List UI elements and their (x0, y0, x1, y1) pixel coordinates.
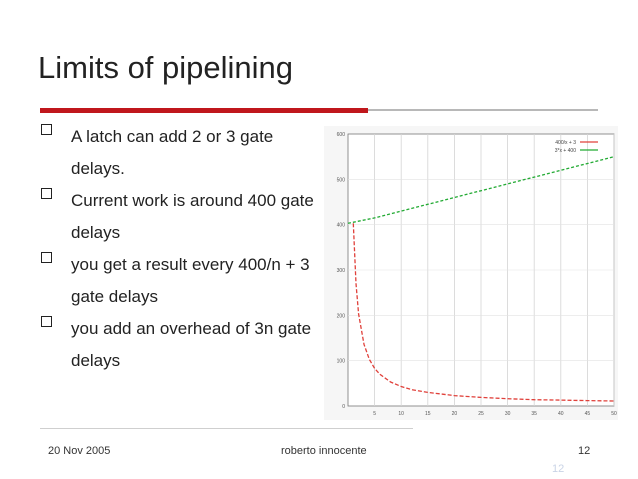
square-bullet-icon (41, 124, 52, 135)
y-tick-label: 600 (337, 132, 346, 138)
footer-page-number-ghost: 12 (552, 463, 565, 475)
footer-author: roberto innocente (281, 445, 367, 457)
series-line-green (347, 156, 615, 224)
square-bullet-icon (41, 316, 52, 327)
slide-title: Limits of pipelining (38, 50, 294, 85)
footer-rule (40, 428, 413, 429)
footer-page-number: 12 (578, 445, 591, 457)
bullet-text: Current work is around 400 gate delays (71, 191, 314, 242)
x-tick-label: 5 (373, 411, 376, 417)
x-tick-label: 50 (611, 411, 617, 417)
x-tick-label: 45 (585, 411, 591, 417)
chart-svg: 5 10 15 20 25 30 35 40 45 50010020030040050060040… (324, 126, 618, 420)
bullet-item: you get a result every 400/n + 3 gate de… (40, 249, 320, 313)
bullet-item: A latch can add 2 or 3 gate delays. (40, 121, 320, 185)
x-tick-label: 25 (478, 411, 484, 417)
bullet-item: Current work is around 400 gate delays (40, 185, 320, 249)
legend-label: 400/x + 3 (555, 140, 576, 146)
x-tick-label: 30 (505, 411, 511, 417)
y-tick-label: 0 (342, 404, 345, 410)
y-tick-label: 500 (337, 177, 346, 183)
bullet-item: you add an overhead of 3n gate delays (40, 313, 320, 377)
series-line-red (352, 223, 615, 402)
bullet-text: you add an overhead of 3n gate delays (71, 319, 312, 370)
title-underline-rule (368, 109, 598, 111)
square-bullet-icon (41, 252, 52, 263)
x-tick-label: 10 (398, 411, 404, 417)
square-bullet-icon (41, 188, 52, 199)
x-tick-label: 20 (452, 411, 458, 417)
bullet-text: A latch can add 2 or 3 gate delays. (71, 127, 274, 178)
y-tick-label: 400 (337, 223, 346, 229)
x-tick-label: 40 (558, 411, 564, 417)
legend-label: 3*x + 400 (555, 148, 576, 154)
footer-date: 20 Nov 2005 (48, 445, 111, 457)
title-underline (40, 108, 598, 113)
x-tick-label: 35 (531, 411, 537, 417)
y-tick-label: 100 (337, 359, 346, 365)
y-tick-label: 300 (337, 268, 346, 274)
x-tick-label: 15 (425, 411, 431, 417)
y-tick-label: 200 (337, 313, 346, 319)
chart: 5 10 15 20 25 30 35 40 45 50 0 100 200 300 400 500 600 40… (324, 126, 618, 420)
title-underline-accent (40, 108, 368, 113)
bullet-text: you get a result every 400/n + 3 gate de… (71, 255, 310, 306)
bullet-list: A latch can add 2 or 3 gate delays. Curr… (40, 124, 320, 384)
